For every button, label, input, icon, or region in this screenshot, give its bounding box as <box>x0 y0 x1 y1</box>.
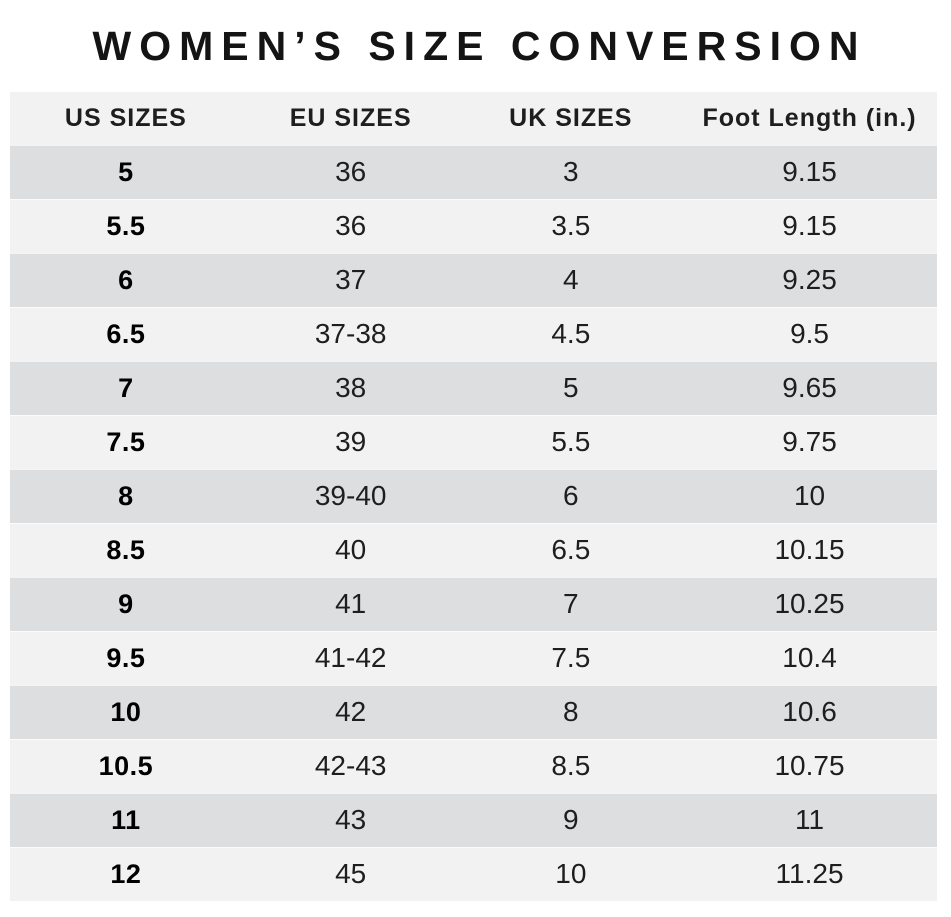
us-size-cell: 9 <box>10 576 242 631</box>
eu-size-cell: 45 <box>241 846 460 901</box>
uk-size-cell: 9 <box>459 792 683 847</box>
uk-size-cell: 6.5 <box>459 522 683 577</box>
eu-size-cell: 39-40 <box>241 468 460 523</box>
us-size-cell: 12 <box>10 846 242 901</box>
foot-length-cell: 11 <box>682 792 937 847</box>
table-row: 5.5 36 3.5 9.15 <box>10 198 937 253</box>
us-size-cell: 7 <box>10 360 242 415</box>
us-size-cell: 9.5 <box>10 630 242 685</box>
uk-size-cell: 5 <box>459 360 683 415</box>
table-row: 5 36 3 9.15 <box>10 144 937 199</box>
page-title: WOMEN’S SIZE CONVERSION <box>92 22 867 69</box>
us-size-cell: 6.5 <box>10 306 242 361</box>
us-size-cell: 10.5 <box>10 738 242 793</box>
us-size-cell: 8 <box>10 468 242 523</box>
foot-length-cell: 9.5 <box>682 306 937 361</box>
uk-sizes-column-header: UK SIZES <box>459 92 683 145</box>
table-row: 12 45 10 11.25 <box>10 846 937 901</box>
eu-size-cell: 41 <box>241 576 460 631</box>
foot-length-cell: 11.25 <box>682 846 937 901</box>
size-conversion-table: US SIZES EU SIZES UK SIZES Foot Length (in.… <box>10 92 937 901</box>
eu-size-cell: 36 <box>241 144 460 199</box>
us-size-cell: 11 <box>10 792 242 847</box>
eu-size-cell: 42-43 <box>241 738 460 793</box>
uk-size-cell: 3 <box>459 144 683 199</box>
eu-size-cell: 38 <box>241 360 460 415</box>
uk-size-cell: 8 <box>459 684 683 739</box>
table-header: US SIZES EU SIZES UK SIZES Foot Length (in.… <box>10 92 937 145</box>
us-size-cell: 5.5 <box>10 198 242 253</box>
foot-length-cell: 9.25 <box>682 252 937 307</box>
table-row: 8.5 40 6.5 10.15 <box>10 522 937 577</box>
uk-size-cell: 10 <box>459 846 683 901</box>
eu-size-cell: 36 <box>241 198 460 253</box>
table-row: 9 41 7 10.25 <box>10 576 937 631</box>
table-row: 10.5 42-43 8.5 10.75 <box>10 738 937 793</box>
uk-size-cell: 5.5 <box>459 414 683 469</box>
us-size-cell: 8.5 <box>10 522 242 577</box>
foot-length-column-header: Foot Length (in.) <box>682 92 937 145</box>
eu-size-cell: 41-42 <box>241 630 460 685</box>
foot-length-cell: 9.15 <box>682 198 937 253</box>
foot-length-cell: 10.4 <box>682 630 937 685</box>
foot-length-cell: 9.65 <box>682 360 937 415</box>
foot-length-cell: 10.6 <box>682 684 937 739</box>
us-size-cell: 5 <box>10 144 242 199</box>
eu-size-cell: 37 <box>241 252 460 307</box>
foot-length-cell: 9.75 <box>682 414 937 469</box>
table-body: 5 36 3 9.15 5.5 36 3.5 9.15 6 37 4 9.25 6.5 37-38 4.5 9… <box>10 144 937 901</box>
eu-size-cell: 42 <box>241 684 460 739</box>
eu-size-cell: 39 <box>241 414 460 469</box>
foot-length-cell: 10.15 <box>682 522 937 577</box>
foot-length-cell: 10.75 <box>682 738 937 793</box>
table-row: 7 38 5 9.65 <box>10 360 937 415</box>
eu-size-cell: 43 <box>241 792 460 847</box>
uk-size-cell: 4.5 <box>459 306 683 361</box>
uk-size-cell: 8.5 <box>459 738 683 793</box>
us-size-cell: 10 <box>10 684 242 739</box>
foot-length-cell: 10 <box>682 468 937 523</box>
uk-size-cell: 3.5 <box>459 198 683 253</box>
table-row: 9.5 41-42 7.5 10.4 <box>10 630 937 685</box>
eu-sizes-column-header: EU SIZES <box>241 92 460 145</box>
table-row: 8 39-40 6 10 <box>10 468 937 523</box>
uk-size-cell: 6 <box>459 468 683 523</box>
table-header-row: US SIZES EU SIZES UK SIZES Foot Length (in.… <box>10 92 937 145</box>
us-size-cell: 6 <box>10 252 242 307</box>
table-row: 11 43 9 11 <box>10 792 937 847</box>
table-row: 10 42 8 10.6 <box>10 684 937 739</box>
table-row: 7.5 39 5.5 9.75 <box>10 414 937 469</box>
foot-length-cell: 10.25 <box>682 576 937 631</box>
uk-size-cell: 7.5 <box>459 630 683 685</box>
eu-size-cell: 37-38 <box>241 306 460 361</box>
us-sizes-column-header: US SIZES <box>10 92 242 145</box>
table-row: 6 37 4 9.25 <box>10 252 937 307</box>
eu-size-cell: 40 <box>241 522 460 577</box>
uk-size-cell: 4 <box>459 252 683 307</box>
foot-length-cell: 9.15 <box>682 144 937 199</box>
table-row: 6.5 37-38 4.5 9.5 <box>10 306 937 361</box>
uk-size-cell: 7 <box>459 576 683 631</box>
us-size-cell: 7.5 <box>10 414 242 469</box>
